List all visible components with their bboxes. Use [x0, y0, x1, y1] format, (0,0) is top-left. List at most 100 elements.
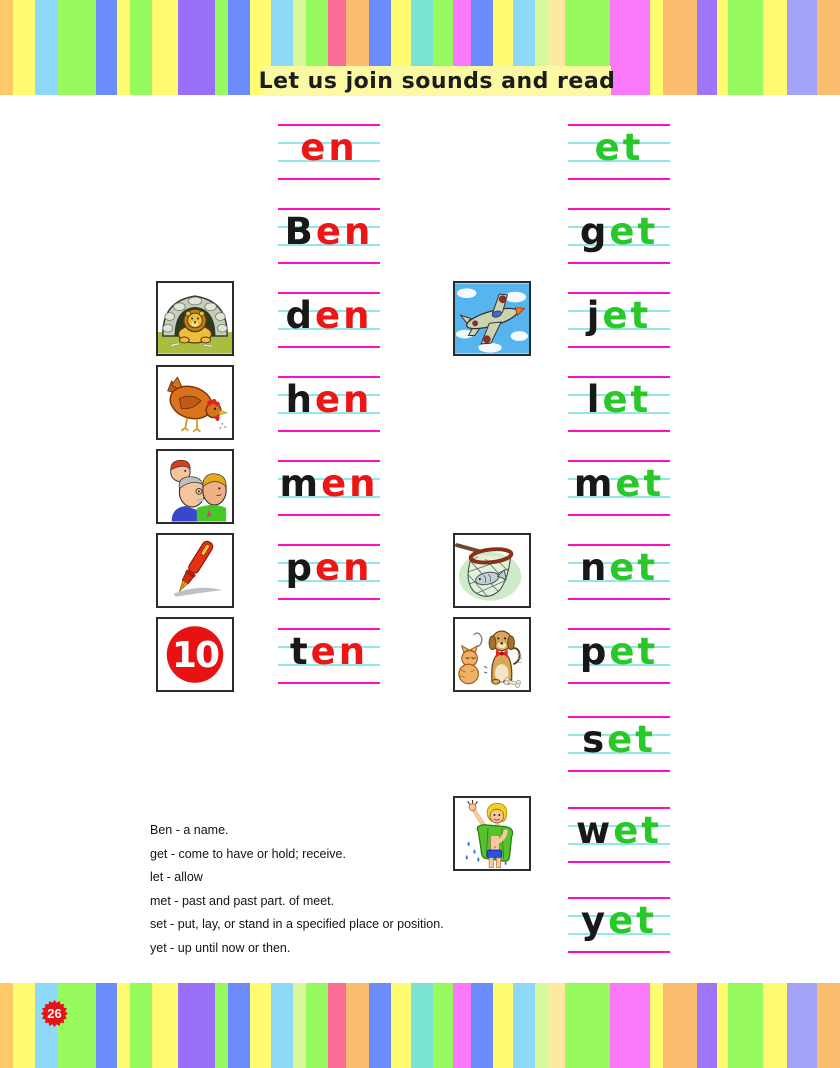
border-stripe [0, 983, 13, 1068]
magenta-rule-line [568, 628, 670, 630]
word-suffix: et [608, 899, 657, 942]
border-stripe [130, 983, 152, 1068]
word-jet: jet [568, 292, 670, 339]
pet-picture [453, 617, 531, 692]
magenta-rule-line [568, 346, 670, 348]
ten-picture: 10 [156, 617, 234, 692]
magenta-rule-line [278, 376, 380, 378]
cyan-rule-line [278, 310, 380, 312]
border-stripe [610, 0, 650, 95]
magenta-rule-line [278, 178, 380, 180]
right-row-net: net [568, 544, 670, 600]
word-net: net [568, 544, 670, 591]
den-picture [156, 281, 234, 356]
cyan-rule-line [278, 160, 380, 162]
definition-line: met - past and past part. of meet. [150, 893, 335, 908]
word-prefix: g [579, 210, 610, 253]
word-met: met [568, 460, 670, 507]
right-row-et: et [568, 124, 670, 180]
number-ten-illustration: 10 [166, 626, 224, 683]
word-prefix: m [279, 462, 322, 505]
border-stripe [697, 0, 717, 95]
word-prefix: p [285, 546, 316, 589]
right-row-yet: yet [568, 897, 670, 953]
magenta-rule-line [278, 460, 380, 462]
magenta-rule-line [568, 460, 670, 462]
border-stripe [57, 983, 96, 1068]
border-stripe [650, 983, 663, 1068]
word-suffix: et [607, 718, 656, 761]
right-row-get: get [568, 208, 670, 264]
word-suffix: en [314, 378, 373, 421]
magenta-rule-line [278, 514, 380, 516]
magenta-rule-line [568, 897, 670, 899]
magenta-rule-line [568, 208, 670, 210]
word-pet: pet [568, 628, 670, 675]
border-stripe [228, 983, 250, 1068]
border-stripe [433, 983, 453, 1068]
border-stripe [610, 983, 650, 1068]
border-stripe [728, 983, 763, 1068]
magenta-rule-line [568, 178, 670, 180]
border-stripe [152, 0, 178, 95]
word-prefix: l [586, 378, 603, 421]
word-prefix: n [579, 546, 610, 589]
border-stripe [717, 0, 728, 95]
word-Ben: Ben [278, 208, 380, 255]
magenta-rule-line [278, 208, 380, 210]
right-row-jet: jet [568, 292, 670, 348]
magenta-rule-line [568, 807, 670, 809]
magenta-rule-line [568, 861, 670, 863]
fishing-net-illustration [455, 543, 522, 601]
magenta-rule-line [568, 292, 670, 294]
cyan-rule-line [278, 478, 380, 480]
magenta-rule-line [568, 716, 670, 718]
word-ten: ten [278, 628, 380, 675]
word-prefix: h [285, 378, 315, 421]
definition-line: Ben - a name. [150, 823, 229, 837]
net-picture [453, 533, 531, 608]
word-suffix: et [594, 126, 644, 169]
cyan-rule-line [568, 328, 670, 330]
cyan-rule-line [568, 160, 670, 162]
word-suffix: en [315, 294, 373, 337]
cyan-rule-line [568, 142, 670, 144]
starburst-icon: 26 [41, 1000, 68, 1027]
right-row-let: let [568, 376, 670, 432]
word-suffix: et [615, 462, 665, 505]
magenta-rule-line [568, 124, 670, 126]
hen-illustration [167, 376, 229, 433]
word-suffix: et [613, 809, 662, 852]
cyan-rule-line [568, 752, 670, 754]
border-stripe [96, 0, 117, 95]
cyan-rule-line [568, 394, 670, 396]
magenta-rule-line [568, 430, 670, 432]
definition-line: let - allow [150, 870, 203, 884]
border-stripe [391, 983, 411, 1068]
word-wet: wet [568, 807, 670, 854]
magenta-rule-line [278, 544, 380, 546]
border-stripe [215, 983, 228, 1068]
definition-line: set - put, lay, or stand in a specified … [150, 917, 444, 931]
border-stripe [763, 0, 787, 95]
left-row-men: men [278, 460, 380, 516]
word-suffix: et [609, 546, 659, 589]
border-stripe [728, 0, 763, 95]
hen-picture [156, 365, 234, 440]
border-stripe [817, 983, 840, 1068]
cyan-rule-line [278, 646, 380, 648]
word-men: men [278, 460, 380, 507]
magenta-rule-line [568, 951, 670, 953]
cyan-rule-line [568, 226, 670, 228]
border-stripe [513, 983, 535, 1068]
cyan-rule-line [568, 734, 670, 736]
word-let: let [568, 376, 670, 423]
cyan-rule-line [278, 562, 380, 564]
magenta-rule-line [568, 598, 670, 600]
word-suffix: en [315, 546, 373, 589]
jet-plane-illustration [455, 283, 529, 354]
men-picture [156, 449, 234, 524]
word-suffix: en [300, 126, 358, 169]
border-stripe [787, 983, 817, 1068]
cyan-rule-line [278, 142, 380, 144]
